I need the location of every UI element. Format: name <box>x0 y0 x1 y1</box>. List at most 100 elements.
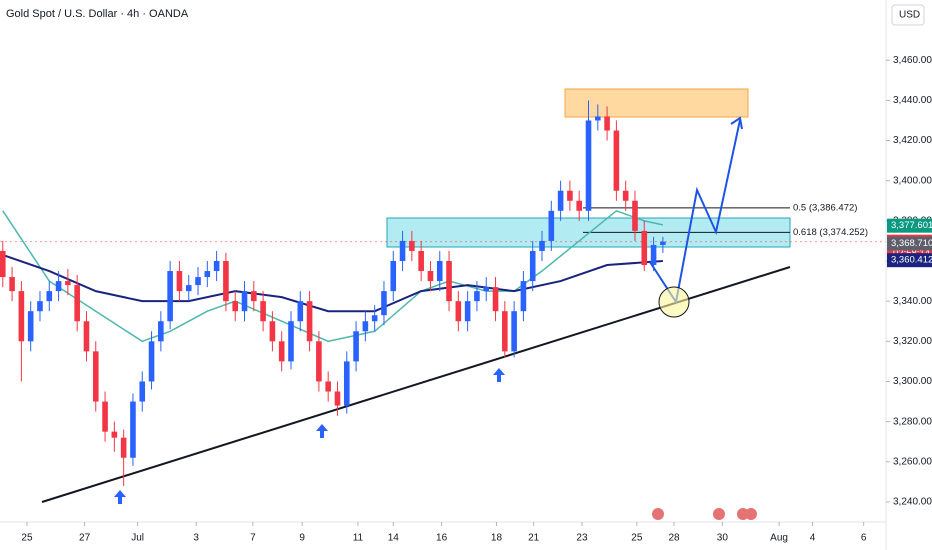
candle-body <box>604 116 610 131</box>
x-tick-label: Jul <box>131 533 144 544</box>
candle-body <box>622 190 629 201</box>
x-tick-label: 30 <box>717 533 729 544</box>
candle-body <box>92 351 99 402</box>
projection-path <box>649 119 741 305</box>
arrow-head <box>730 116 743 130</box>
x-tick-label: 18 <box>491 533 503 544</box>
candle-body <box>65 281 71 286</box>
price-tag-label: 3,377.601 <box>891 220 932 231</box>
candle-body <box>585 120 592 211</box>
candle-body <box>204 271 211 278</box>
candle-body <box>111 431 118 438</box>
candle-body <box>130 401 136 458</box>
candle-body <box>55 281 62 292</box>
candle-body <box>520 281 527 312</box>
candle-body <box>409 240 415 251</box>
candle-body <box>613 130 620 191</box>
candle-body <box>399 240 406 262</box>
x-tick-label: 27 <box>79 533 91 544</box>
candle-body <box>297 301 304 322</box>
candle-body <box>464 301 471 322</box>
candle-body <box>120 437 127 458</box>
price-tag <box>887 253 932 268</box>
candle-body <box>334 391 341 406</box>
currency[interactable]: USD <box>899 10 920 21</box>
fib-label: 0.618 (3,374.252) <box>793 227 868 238</box>
candle-body <box>213 261 220 272</box>
candle-body <box>362 321 369 332</box>
candle-body <box>548 210 555 241</box>
fib-label: 0.5 (3,386.472) <box>793 202 857 213</box>
candle-body <box>9 277 15 292</box>
x-tick-label: 6 <box>861 533 867 544</box>
candle-body <box>27 311 34 342</box>
y-tick-label: 3,400.000 <box>893 175 932 186</box>
candle-body <box>232 301 239 312</box>
moving-average <box>2 254 663 313</box>
candle-body <box>455 301 462 322</box>
candle-body <box>371 315 378 322</box>
candle-body <box>436 261 443 282</box>
candle-body <box>660 241 666 245</box>
candle-body <box>83 321 90 352</box>
candle-body <box>139 381 146 402</box>
x-tick-label: 4 <box>810 533 816 544</box>
candle-body <box>594 116 601 121</box>
candle-body <box>102 401 108 432</box>
price-tag <box>887 218 932 233</box>
up-arrow <box>493 368 505 382</box>
candle-body <box>418 250 424 272</box>
price-axis <box>886 0 932 550</box>
candle-body <box>241 291 248 312</box>
y-tick-label: 3,280.000 <box>893 416 932 427</box>
y-tick-label: 3,300.000 <box>893 376 932 387</box>
candle-body <box>641 230 648 266</box>
candle-body <box>502 311 508 352</box>
candle-body <box>158 321 164 342</box>
candle-body <box>167 271 173 322</box>
candle-body <box>176 271 183 292</box>
candle-body <box>269 321 276 342</box>
candle-body <box>251 291 257 302</box>
x-tick-label: 25 <box>631 533 643 544</box>
candle-body <box>474 291 480 302</box>
candle-body <box>37 301 43 312</box>
target-circle <box>658 286 690 318</box>
candle-body <box>343 361 350 406</box>
x-tick-label: 23 <box>576 533 588 544</box>
candle-body <box>46 291 53 302</box>
candle-body <box>492 287 499 312</box>
candle-body <box>325 381 331 392</box>
candle-body <box>74 285 80 322</box>
candle-body <box>483 287 490 292</box>
candle-body <box>650 244 657 266</box>
candle-body <box>148 341 155 382</box>
resistance-zone <box>564 88 749 118</box>
event-flags <box>652 508 757 520</box>
y-tick-label: 3,320.000 <box>893 336 932 347</box>
currency-box[interactable] <box>891 4 925 26</box>
x-tick-label: 7 <box>250 533 256 544</box>
candle-body <box>567 190 573 201</box>
candle-body <box>353 331 359 362</box>
x-tick-label: Aug <box>770 533 788 544</box>
x-tick-label: 9 <box>299 533 305 544</box>
chart-title: Gold Spot / U.S. Dollar · 4h · OANDA <box>6 8 189 20</box>
candle-body <box>381 291 387 316</box>
candle-body <box>260 301 266 322</box>
up-arrow <box>316 424 328 438</box>
candle-body <box>539 240 545 251</box>
x-tick-label: 16 <box>436 533 448 544</box>
x-tick-label: 11 <box>353 533 364 544</box>
x-tick-label: 25 <box>21 533 33 544</box>
plot-area: 0.5 (3,386.472) 0.618 (3,374.252) <box>0 100 886 486</box>
price-tag <box>887 236 932 251</box>
y-tick-label: 3,420.000 <box>893 135 932 146</box>
candle-body <box>529 250 536 282</box>
y-tick-label: 3,440.000 <box>893 95 932 106</box>
candle-body <box>557 190 564 211</box>
y-tick-label: 3,340.000 <box>893 296 932 307</box>
candle-body <box>0 250 6 278</box>
candle-body <box>278 341 285 362</box>
